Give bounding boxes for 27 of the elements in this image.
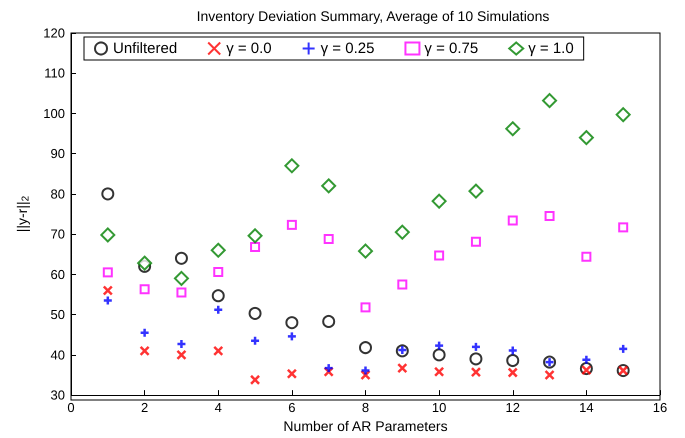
y-tick-label: 90: [50, 146, 65, 162]
x-axis-title: Number of AR Parameters: [283, 418, 448, 434]
legend-label: γ = 0.25: [320, 40, 374, 57]
y-tick-label: 120: [43, 26, 65, 40]
x-tick-label: 16: [652, 400, 668, 416]
legend-label: γ = 0.75: [424, 40, 478, 57]
y-tick-label: 60: [50, 266, 65, 282]
y-tick-label: 110: [44, 66, 65, 81]
x-tick-label: 2: [141, 400, 148, 416]
chart-title: Inventory Deviation Summary, Average of 10 Simulations: [196, 8, 550, 24]
legend-label: γ = 1.0: [528, 40, 574, 57]
x-tick-label: 14: [579, 400, 594, 416]
x-tick-label: 10: [432, 400, 446, 416]
y-tick-label: 30: [50, 388, 65, 403]
y-tick-label: 40: [50, 347, 65, 362]
legend-label: Unfiltered: [113, 40, 178, 57]
y-tick-label: 80: [50, 186, 65, 202]
x-tick-label: 6: [288, 400, 296, 416]
y-tick-label: 70: [50, 226, 65, 242]
x-tick-label: 12: [506, 400, 520, 416]
x-tick-label: 8: [362, 400, 370, 416]
y-tick-label: 100: [43, 106, 65, 121]
x-tick-label: 4: [214, 400, 222, 416]
y-axis-title: ||y-r||2: [14, 195, 32, 232]
legend-label: γ = 0.0: [226, 40, 272, 57]
x-tick-label: 0: [67, 400, 75, 416]
y-tick-label: 50: [50, 307, 65, 322]
